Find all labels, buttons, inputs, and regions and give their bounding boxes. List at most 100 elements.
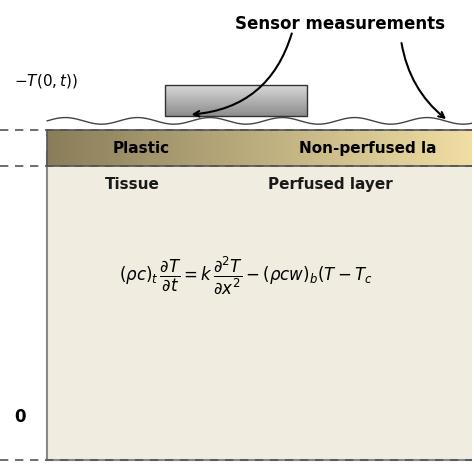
Bar bbox=[186, 130, 191, 166]
Bar bbox=[165, 96, 307, 98]
Bar bbox=[451, 130, 456, 166]
Bar bbox=[165, 92, 307, 93]
Bar bbox=[73, 130, 78, 166]
Bar bbox=[243, 130, 247, 166]
Bar bbox=[47, 130, 474, 166]
Bar bbox=[325, 130, 330, 166]
Bar bbox=[108, 130, 113, 166]
Bar bbox=[112, 130, 117, 166]
Bar bbox=[165, 109, 307, 111]
Bar bbox=[251, 130, 256, 166]
Bar bbox=[165, 114, 307, 115]
Bar bbox=[360, 130, 365, 166]
Bar bbox=[121, 130, 126, 166]
Bar bbox=[229, 130, 234, 166]
Bar bbox=[165, 94, 307, 95]
Bar bbox=[312, 130, 317, 166]
Bar bbox=[165, 87, 307, 88]
Text: Perfused layer: Perfused layer bbox=[268, 177, 392, 192]
Bar bbox=[203, 130, 208, 166]
Bar bbox=[416, 130, 421, 166]
Bar bbox=[255, 130, 260, 166]
Bar bbox=[165, 113, 307, 115]
Text: Tissue: Tissue bbox=[105, 177, 160, 192]
Bar bbox=[356, 130, 360, 166]
Bar bbox=[165, 102, 307, 103]
Bar bbox=[173, 130, 178, 166]
Bar bbox=[165, 101, 307, 102]
Bar bbox=[308, 130, 312, 166]
Bar bbox=[156, 130, 161, 166]
Bar bbox=[165, 107, 307, 109]
Bar bbox=[165, 100, 307, 101]
Bar bbox=[329, 130, 334, 166]
Bar bbox=[165, 115, 307, 116]
Bar bbox=[165, 88, 307, 89]
Bar bbox=[277, 130, 282, 166]
Bar bbox=[442, 130, 447, 166]
Bar bbox=[386, 130, 391, 166]
Bar bbox=[165, 91, 307, 92]
Bar bbox=[125, 130, 130, 166]
Bar bbox=[165, 86, 307, 88]
Bar bbox=[195, 130, 200, 166]
Bar bbox=[342, 130, 347, 166]
Bar bbox=[165, 110, 307, 111]
Text: Non-perfused la: Non-perfused la bbox=[299, 141, 437, 156]
Bar bbox=[165, 102, 307, 104]
Bar bbox=[47, 152, 474, 460]
Bar bbox=[412, 130, 417, 166]
Bar bbox=[165, 96, 307, 97]
Bar bbox=[191, 130, 195, 166]
Bar bbox=[165, 86, 307, 87]
Bar bbox=[165, 100, 307, 101]
Bar bbox=[165, 98, 307, 99]
Bar bbox=[321, 130, 326, 166]
Bar bbox=[382, 130, 386, 166]
Bar bbox=[143, 130, 147, 166]
Bar bbox=[303, 130, 308, 166]
Bar bbox=[464, 130, 469, 166]
Bar bbox=[165, 93, 307, 95]
Bar bbox=[104, 130, 109, 166]
Bar bbox=[56, 130, 61, 166]
Bar bbox=[117, 130, 121, 166]
Bar bbox=[86, 130, 91, 166]
Bar bbox=[264, 130, 269, 166]
Bar bbox=[334, 130, 338, 166]
Bar bbox=[408, 130, 412, 166]
Bar bbox=[295, 130, 300, 166]
Bar bbox=[247, 130, 252, 166]
Bar bbox=[147, 130, 152, 166]
Bar bbox=[212, 130, 217, 166]
Bar bbox=[269, 130, 273, 166]
Bar bbox=[165, 90, 307, 91]
Bar bbox=[455, 130, 460, 166]
Bar bbox=[468, 130, 473, 166]
Bar bbox=[165, 85, 307, 86]
Bar bbox=[399, 130, 404, 166]
Bar bbox=[165, 111, 307, 112]
Bar bbox=[165, 104, 307, 105]
Bar bbox=[165, 106, 307, 107]
Bar bbox=[351, 130, 356, 166]
Bar bbox=[373, 130, 378, 166]
Bar bbox=[165, 112, 307, 114]
Bar bbox=[165, 106, 307, 108]
Bar bbox=[165, 89, 307, 90]
Bar bbox=[394, 130, 399, 166]
Bar bbox=[69, 130, 73, 166]
Bar bbox=[165, 103, 307, 105]
Bar bbox=[238, 130, 243, 166]
Bar bbox=[403, 130, 408, 166]
Bar bbox=[208, 130, 213, 166]
Bar bbox=[165, 97, 307, 99]
Bar bbox=[290, 130, 295, 166]
Bar bbox=[165, 95, 307, 96]
Bar bbox=[160, 130, 165, 166]
Bar bbox=[64, 130, 69, 166]
Bar bbox=[368, 130, 373, 166]
Text: $- T(0, t))$: $- T(0, t))$ bbox=[14, 72, 78, 90]
Bar bbox=[473, 130, 474, 166]
Bar bbox=[165, 92, 307, 94]
